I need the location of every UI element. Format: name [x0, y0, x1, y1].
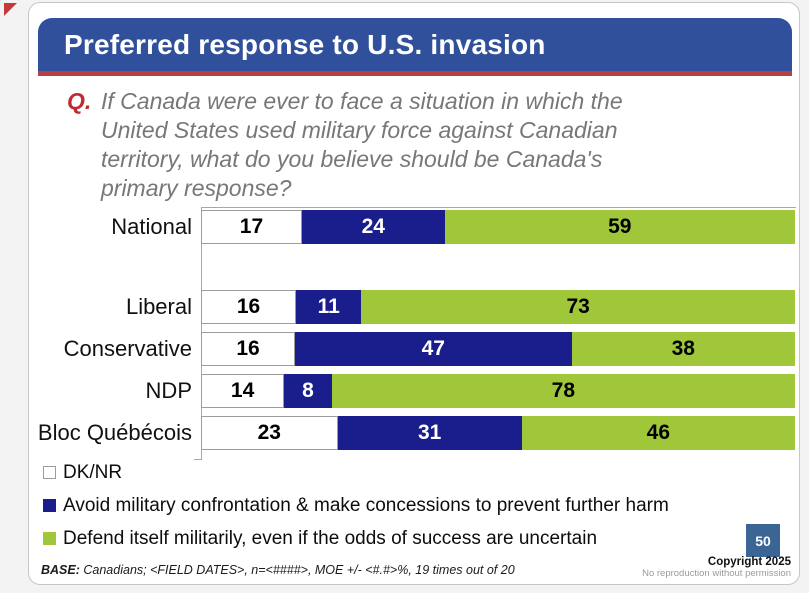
question-line: primary response? [101, 175, 292, 201]
bar-segment: 16 [201, 290, 297, 324]
legend-label: Avoid military confrontation & make conc… [63, 494, 669, 516]
base-label: BASE: [41, 563, 80, 577]
legend-swatch-icon [43, 532, 56, 545]
bar-segment: 38 [571, 332, 795, 366]
bar-segment: 73 [361, 290, 795, 324]
axis-tick [194, 459, 202, 460]
page-number-badge: 50 [746, 524, 780, 557]
bar-segment: 16 [201, 332, 296, 366]
stacked-bar: 17 24 59 [201, 210, 795, 244]
legend-label: DK/NR [63, 461, 123, 483]
category-label: NDP [145, 378, 192, 403]
legend-swatch-icon [43, 466, 56, 479]
copyright-text: Copyright 2025 [707, 556, 791, 568]
bar-segment: 78 [331, 374, 795, 408]
question-text: If Canada were ever to face a situation … [101, 87, 623, 203]
page-title: Preferred response to U.S. invasion [64, 28, 546, 60]
legend-swatch-icon [43, 499, 56, 512]
category-label: Bloc Québécois [37, 420, 192, 445]
bar-segment: 46 [521, 416, 795, 450]
legend-item: Avoid military confrontation & make conc… [43, 494, 669, 517]
chart-row: Conservative 16 47 38 [29, 332, 801, 366]
stacked-bar: 16 47 38 [201, 332, 795, 366]
copyright-block: Copyright 2025 No reproduction without p… [642, 556, 791, 580]
stacked-bar-chart: National 17 24 59 Liberal 16 11 73 Conservative 1… [29, 210, 801, 458]
bar-segment: 17 [201, 210, 302, 244]
chart-row: National 17 24 59 [29, 210, 801, 244]
legend-item: Defend itself militarily, even if the od… [43, 527, 669, 550]
chart-row: Liberal 16 11 73 [29, 290, 801, 324]
bar-segment: 24 [301, 210, 445, 244]
stacked-bar: 23 31 46 [201, 416, 795, 450]
bar-segment: 23 [201, 416, 338, 450]
bar-segment: 8 [284, 374, 332, 408]
category-label: Conservative [63, 336, 192, 361]
bar-segment: 47 [295, 332, 572, 366]
bar-segment: 31 [337, 416, 522, 450]
chart-row: Bloc Québécois 23 31 46 [29, 416, 801, 450]
bar-segment: 59 [444, 210, 795, 244]
question-line: If Canada were ever to face a situation … [101, 88, 623, 114]
question-block: Q. If Canada were ever to face a situati… [67, 87, 783, 203]
category-label: National [111, 214, 192, 239]
question-line: territory, what do you believe should be… [101, 146, 603, 172]
question-line: United States used military force agains… [101, 117, 618, 143]
bar-segment: 11 [296, 290, 362, 324]
category-label: Liberal [125, 294, 192, 319]
slide-card: Preferred response to U.S. invasion Q. I… [28, 2, 800, 585]
slide-title-bar: Preferred response to U.S. invasion [38, 18, 792, 71]
bar-segment: 14 [201, 374, 285, 408]
base-text: Canadians; <FIELD DATES>, n=<####>, MOE … [79, 563, 515, 577]
stacked-bar: 16 11 73 [201, 290, 795, 324]
chart-legend: DK/NR Avoid military confrontation & make… [43, 461, 669, 560]
base-note: BASE: Canadians; <FIELD DATES>, n=<####>… [41, 563, 515, 577]
chart-row: NDP 14 8 78 [29, 374, 801, 408]
title-underline-rule [38, 71, 792, 76]
legend-item: DK/NR [43, 461, 669, 484]
copyright-subtext: No reproduction without permission [642, 568, 791, 580]
legend-label: Defend itself militarily, even if the od… [63, 527, 598, 549]
stacked-bar: 14 8 78 [201, 374, 795, 408]
question-label: Q. [67, 88, 92, 114]
corner-marker-triangle [4, 3, 17, 16]
